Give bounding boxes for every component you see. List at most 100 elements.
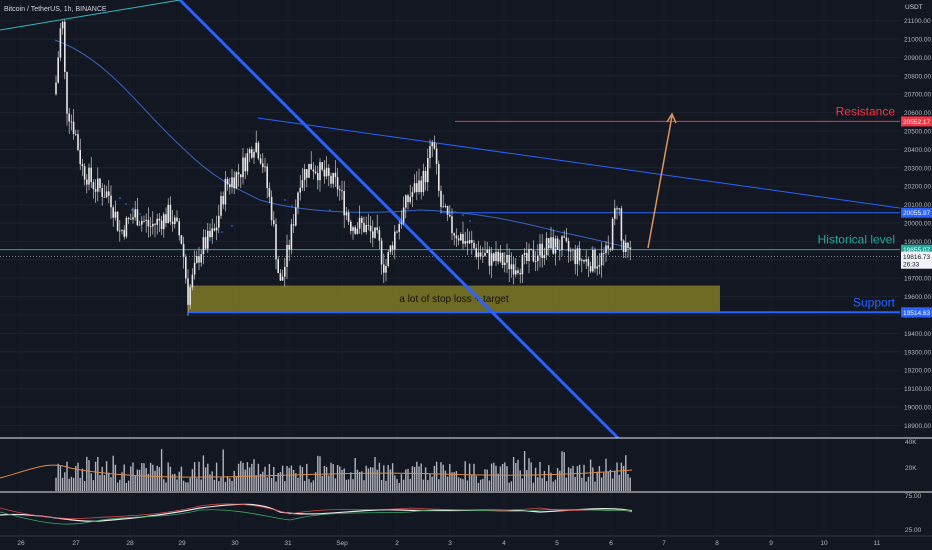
volume-bar <box>125 482 128 491</box>
volume-bar <box>444 470 447 491</box>
volume-bar <box>506 466 508 491</box>
volume-bar <box>477 482 480 491</box>
candle-body <box>277 259 279 274</box>
candle-body <box>158 218 161 221</box>
candle-body <box>204 237 207 249</box>
candle-body <box>574 249 576 265</box>
candle-body <box>464 241 466 244</box>
volume-bar <box>275 481 277 491</box>
volume-bar <box>141 463 143 491</box>
candle-body <box>306 169 308 178</box>
volume-bars <box>55 449 631 491</box>
volume-bar <box>229 478 231 491</box>
candle-body <box>603 252 605 254</box>
volume-bar <box>457 477 460 491</box>
ma-dot <box>565 249 567 251</box>
candle-body <box>468 240 471 244</box>
projection-arrow[interactable] <box>647 112 677 249</box>
time-tick: Sep <box>336 540 348 547</box>
volume-bar <box>519 470 521 491</box>
volume-bar <box>154 470 156 491</box>
volume-bar <box>391 463 394 491</box>
price-badge-countdown: 26:33 <box>903 262 920 269</box>
candle-body <box>539 243 541 256</box>
volume-bar <box>347 479 350 491</box>
candle-body <box>356 228 359 234</box>
candle-body <box>191 274 194 288</box>
volume-bar <box>308 478 310 491</box>
candle-body <box>240 174 242 178</box>
volume-bar <box>105 461 108 491</box>
ma-dot <box>454 211 456 213</box>
price-badge-upper_blue <box>901 207 932 218</box>
candle-body <box>541 243 543 259</box>
candle-body <box>248 149 251 154</box>
volume-bar <box>277 473 279 491</box>
price-badge-resistance-text: 20552.17 <box>903 119 930 126</box>
candle-body <box>136 209 139 226</box>
price-badge-historical <box>901 244 932 255</box>
volume-bar <box>471 475 473 491</box>
volume-bar <box>442 464 444 491</box>
price-tick: 20800.00 <box>904 73 931 80</box>
volume-bar <box>182 480 185 491</box>
volume-bar <box>369 467 372 491</box>
candle-body <box>394 231 396 250</box>
volume-bar <box>237 463 240 491</box>
volume-bar <box>429 473 431 491</box>
volume-bar <box>130 466 132 491</box>
time-tick: 30 <box>231 540 239 547</box>
volume-bar <box>198 461 200 491</box>
candle-body <box>413 183 416 193</box>
candle-body <box>367 225 370 226</box>
volume-bar <box>103 475 106 491</box>
volume-bar <box>495 465 497 491</box>
candle-body <box>83 166 86 180</box>
descending-trendline[interactable] <box>178 0 620 440</box>
candle-body <box>127 217 130 219</box>
volume-bar <box>244 469 246 491</box>
volume-bar <box>378 462 381 491</box>
candle-body <box>627 242 629 248</box>
resistance-label: Resistance <box>836 104 896 118</box>
candle-body <box>534 261 537 262</box>
candle-body <box>154 223 156 225</box>
volume-bar <box>440 462 442 491</box>
price-tick: 21100.00 <box>904 18 931 25</box>
volume-bar <box>576 466 579 491</box>
ma-dot <box>547 243 549 245</box>
volume-bar <box>185 482 187 491</box>
price-tick: 19300.00 <box>904 349 931 356</box>
candle-body <box>138 224 141 226</box>
volume-bar <box>345 479 348 491</box>
price-badge-support-text: 19514.63 <box>903 310 930 317</box>
volume-bar <box>202 455 205 491</box>
candle-body <box>611 218 614 250</box>
candle-body <box>567 240 570 252</box>
candle-body <box>163 214 165 230</box>
volume-bar <box>116 482 119 491</box>
volume-bar <box>169 466 172 491</box>
candle-body <box>255 142 257 153</box>
time-tick: 10 <box>820 540 828 547</box>
volume-bar <box>204 467 207 491</box>
volume-bar <box>438 479 440 491</box>
volume-bar <box>233 470 235 491</box>
time-tick: 27 <box>72 540 80 547</box>
candle-body <box>493 253 495 261</box>
volume-bar <box>88 460 90 491</box>
candle-body <box>358 217 361 229</box>
price-tick: 19600.00 <box>904 294 931 301</box>
volume-bar <box>616 462 618 491</box>
stop-loss-zone[interactable] <box>188 285 720 313</box>
long-trendline[interactable] <box>0 0 181 31</box>
volume-bar <box>284 481 286 491</box>
upper-trendline[interactable] <box>257 117 901 209</box>
volume-bar <box>336 465 339 491</box>
time-tick: 7 <box>662 540 666 547</box>
candle-body <box>488 249 491 266</box>
volume-bar <box>609 469 612 491</box>
candle-body <box>532 250 535 262</box>
volume-bar <box>112 455 114 491</box>
